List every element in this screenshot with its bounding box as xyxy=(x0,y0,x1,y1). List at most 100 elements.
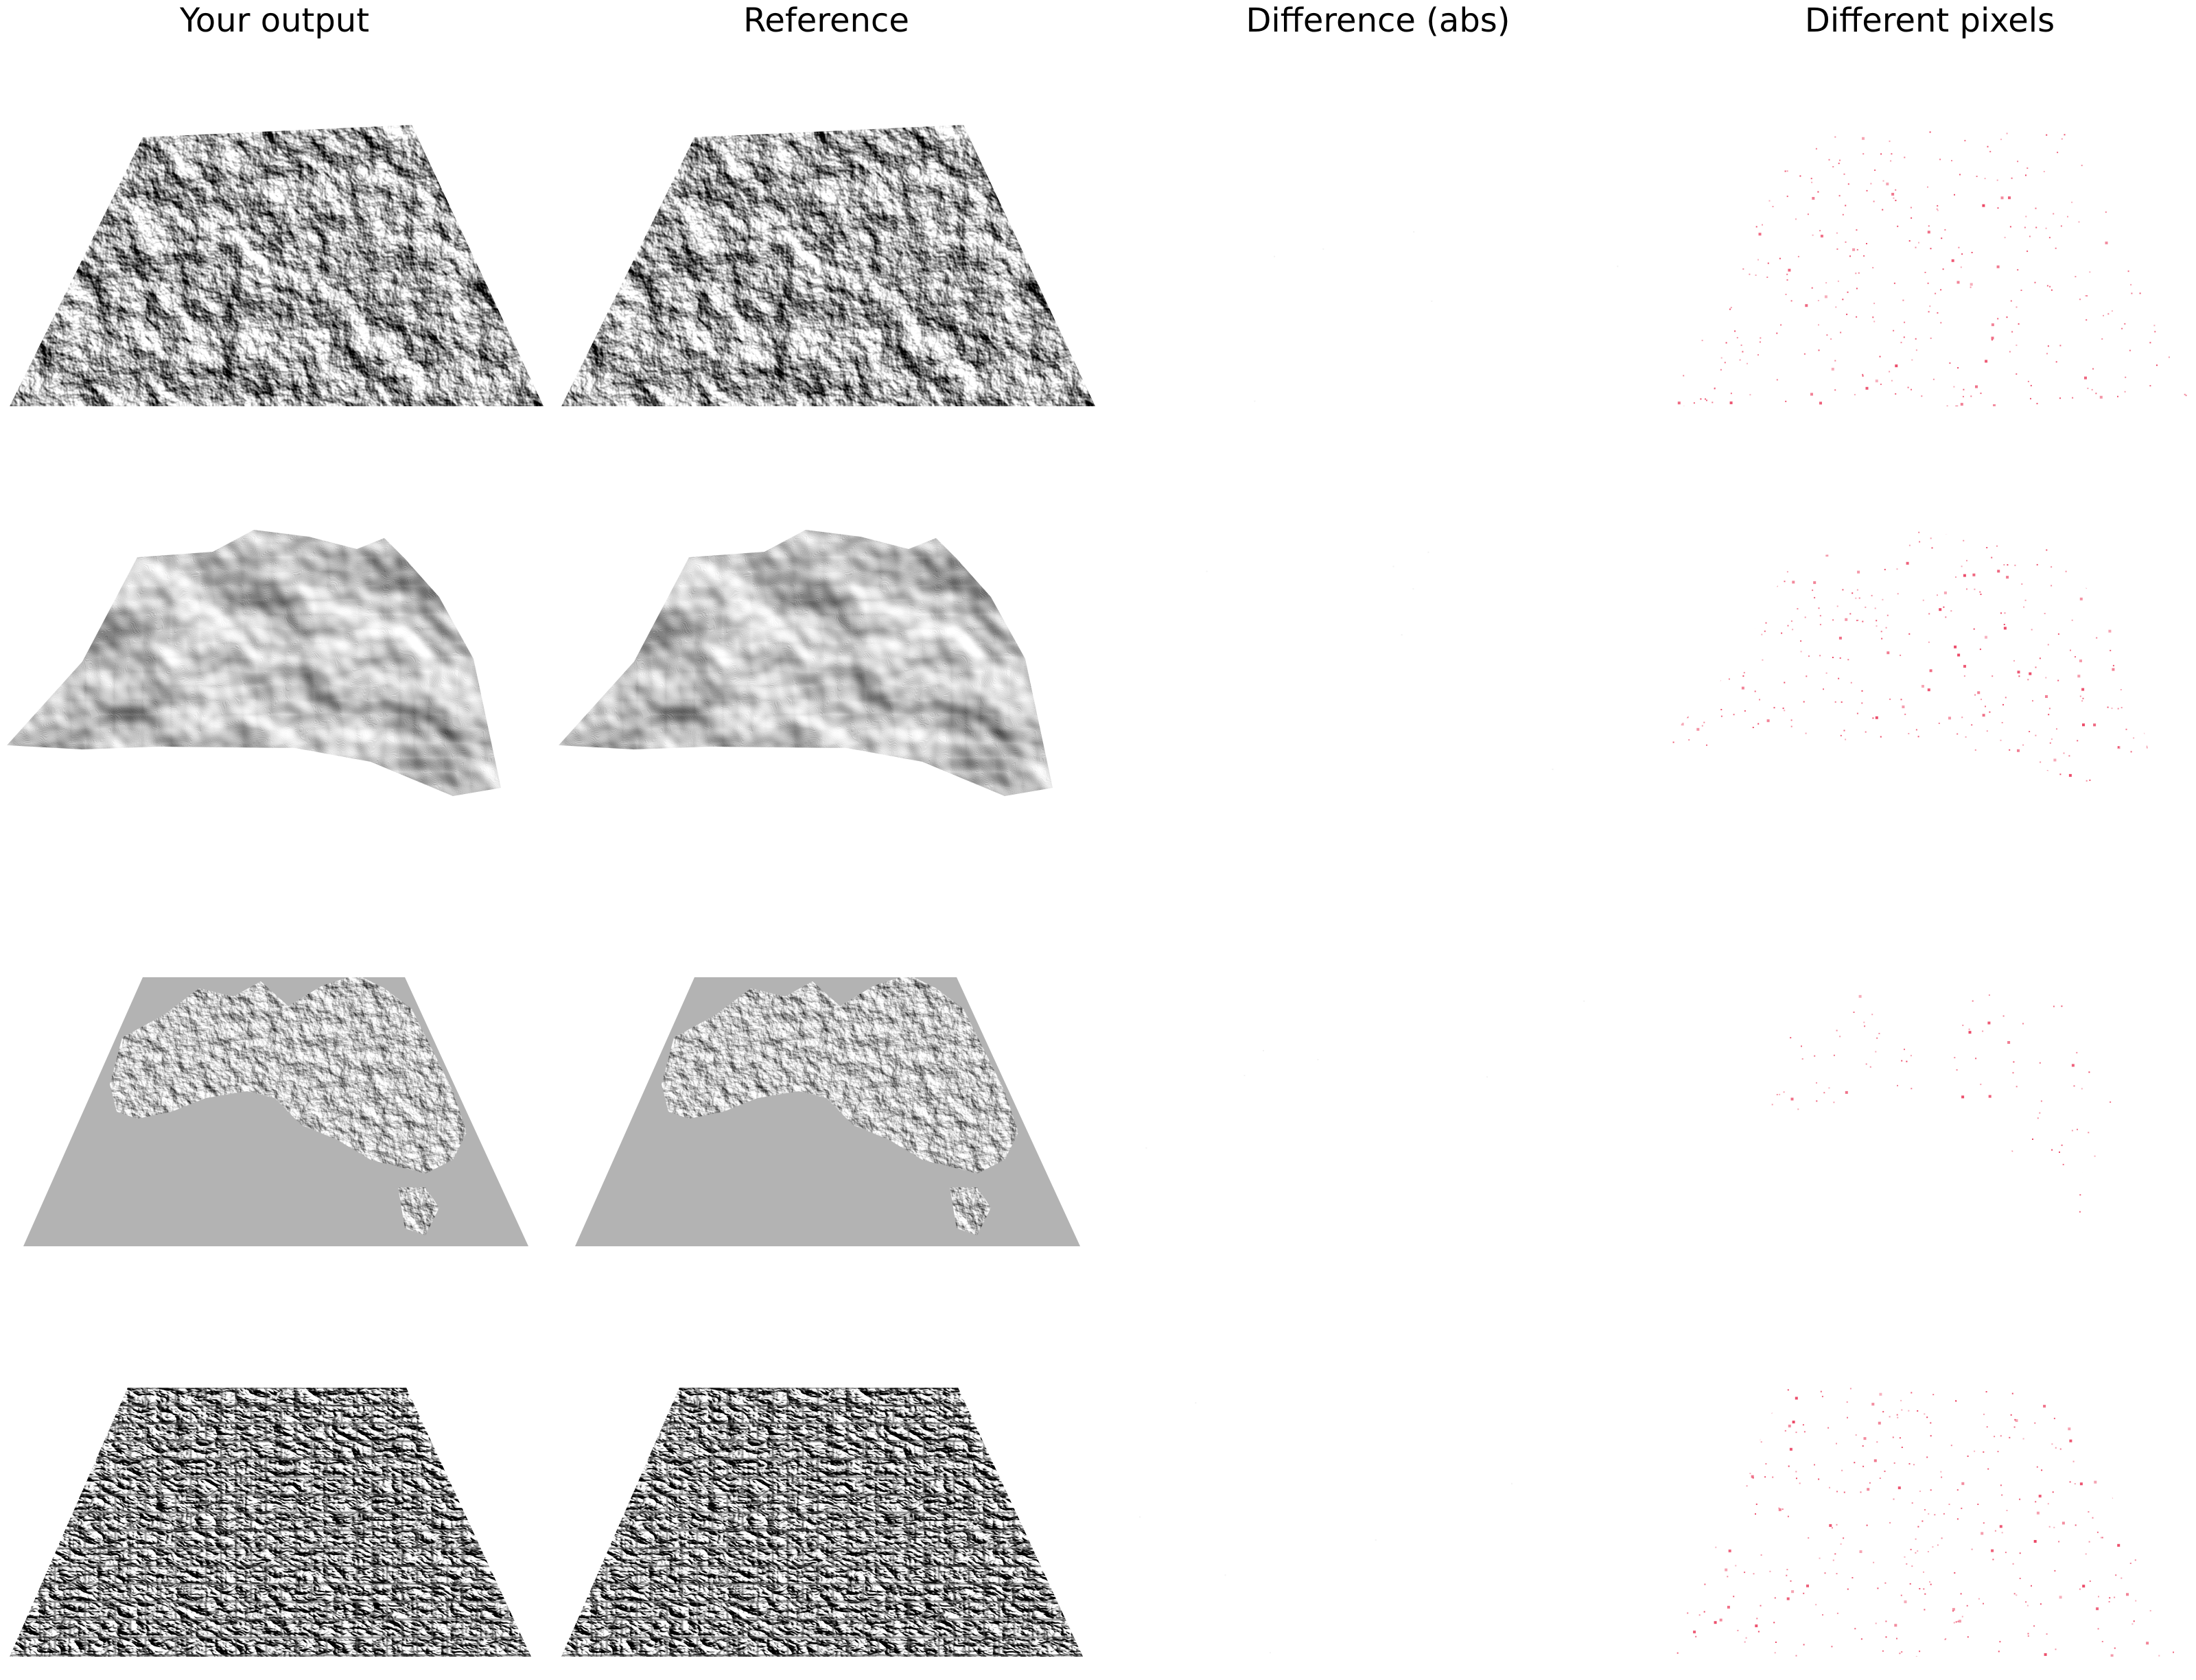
diff-speck xyxy=(1138,1516,1141,1518)
diff-pixel xyxy=(2033,1625,2035,1627)
diff-pixel xyxy=(1842,213,1844,215)
diff-pixel xyxy=(1797,1108,1799,1110)
diff-pixel xyxy=(1802,762,1803,765)
diff-pixel xyxy=(2138,1167,2140,1168)
diff-pixel xyxy=(1727,1576,1729,1578)
diff-pixel xyxy=(1720,533,1722,535)
diff-pixel xyxy=(2177,156,2179,158)
diff-pixel xyxy=(1795,1397,1798,1400)
diff-pixel xyxy=(2117,1488,2121,1491)
diff-pixel xyxy=(1723,1407,1725,1409)
diff-pixel xyxy=(2053,1417,2055,1419)
diff-pixel xyxy=(1875,716,1878,719)
diff-pixel xyxy=(1704,1528,1707,1532)
diff-pixel xyxy=(2107,1008,2110,1010)
diff-pixel xyxy=(2055,361,2057,363)
diff-pixel xyxy=(2058,1541,2060,1543)
diff-pixel xyxy=(1779,257,1781,259)
diff-pixel xyxy=(1759,1438,1761,1440)
diff-pixel xyxy=(1898,1174,1900,1176)
terrain-surface xyxy=(561,125,1095,406)
diff-speck xyxy=(1401,634,1403,635)
diff-pixel xyxy=(1932,378,1935,380)
diff-pixel xyxy=(1792,629,1794,631)
diff-pixel xyxy=(1964,139,1966,141)
diff-pixel xyxy=(1829,793,1832,796)
diff-pixel xyxy=(1696,1167,1698,1169)
diff-pixel xyxy=(1712,1014,1714,1015)
diff-pixel xyxy=(1823,1092,1825,1094)
diff-pixel xyxy=(1962,395,1964,397)
diff-pixel xyxy=(1819,655,1821,657)
diff-pixel xyxy=(1761,1132,1762,1133)
diff-pixel xyxy=(2069,1439,2072,1443)
diff-pixel xyxy=(1708,1040,1709,1041)
diff-pixel xyxy=(2002,769,2004,771)
diff-pixel xyxy=(1915,1552,1917,1554)
diff-pixel xyxy=(2079,695,2081,697)
diff-pixel xyxy=(1765,1463,1767,1465)
diff-pixel xyxy=(1734,571,1736,573)
diff-pixel xyxy=(1951,259,1954,262)
diff-pixel xyxy=(1941,1476,1943,1478)
diff-pixel xyxy=(1774,1652,1776,1654)
diff-pixel xyxy=(1970,283,1973,286)
diff-pixel xyxy=(1694,665,1696,667)
diff-pixel xyxy=(2103,534,2105,536)
diff-pixel xyxy=(1742,351,1744,353)
diff-pixel xyxy=(2162,1040,2163,1041)
diff-pixel xyxy=(1779,1093,1781,1095)
diff-pixel xyxy=(1695,636,1697,638)
diff-pixel xyxy=(1899,1653,1901,1655)
diff-pixel xyxy=(1879,1478,1881,1479)
diff-pixel xyxy=(1887,614,1889,616)
diff-pixel xyxy=(2005,1169,2006,1171)
diff-pixel xyxy=(1846,1401,1848,1403)
diff-pixel xyxy=(1962,1025,1964,1027)
diff-pixel xyxy=(1706,1160,1707,1161)
diff-pixel xyxy=(2003,564,2005,565)
diff-pixel xyxy=(2131,540,2133,542)
diff-pixel xyxy=(1926,1204,1929,1208)
diff-pixel xyxy=(1980,393,1982,395)
diff-pixel xyxy=(1800,640,1802,642)
diff-pixel xyxy=(1858,272,1860,274)
diff-pixel xyxy=(1717,757,1720,760)
diff-pixel xyxy=(1998,1153,2002,1156)
diff-pixel xyxy=(2003,627,2007,630)
diff-pixel xyxy=(1950,1445,1952,1447)
diff-pixel xyxy=(1687,1193,1689,1194)
diff-pixel xyxy=(1692,130,1694,132)
diff-pixel xyxy=(1889,1416,1891,1418)
diff-pixel xyxy=(1993,404,1996,406)
diff-pixel xyxy=(1945,531,1948,535)
diff-pixel xyxy=(2139,1062,2142,1065)
diff-pixel xyxy=(2009,351,2011,353)
diff-pixel xyxy=(1790,548,1792,550)
diff-pixel xyxy=(2012,1563,2014,1565)
diff-pixel xyxy=(1818,1134,1821,1138)
diff-pixel xyxy=(1716,232,1720,235)
diff-pixel xyxy=(2069,1481,2071,1483)
diff-pixel xyxy=(2021,583,2023,585)
diff-pixel xyxy=(1790,719,1792,721)
diff-pixel xyxy=(2160,1565,2162,1567)
diff-pixel xyxy=(2012,782,2016,786)
diff-pixel xyxy=(2190,155,2192,157)
diff-pixel xyxy=(1677,273,1680,277)
diff-pixel xyxy=(1677,401,1681,405)
diff-pixel xyxy=(1829,1486,1830,1489)
diff-pixel xyxy=(1815,148,1817,150)
diff-pixel xyxy=(1923,1588,1925,1590)
diff-pixel xyxy=(1924,1188,1926,1190)
diff-pixel xyxy=(1902,299,1904,301)
diff-pixel xyxy=(1760,1060,1762,1062)
diff-pixel xyxy=(1677,1652,1679,1654)
diff-pixel xyxy=(2053,213,2055,215)
diff-pixel xyxy=(1764,134,1766,136)
diff-pixel xyxy=(1863,1437,1867,1440)
diff-pixel xyxy=(1783,752,1785,754)
diff-pixel xyxy=(1854,1462,1856,1464)
column-title-output: Your output xyxy=(179,1,370,40)
diff-pixel xyxy=(1762,224,1763,226)
